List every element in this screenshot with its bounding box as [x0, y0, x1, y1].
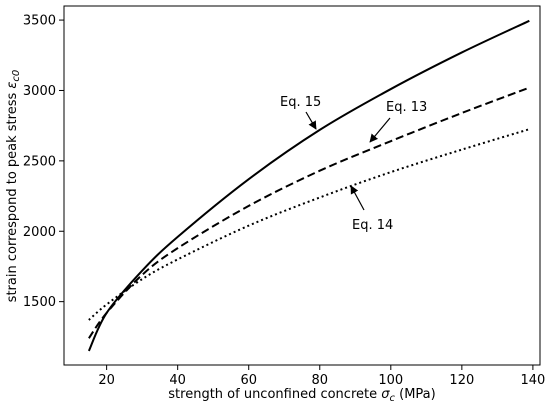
- series-eq-13: [88, 86, 530, 339]
- x-tick-label: 40: [169, 373, 186, 388]
- x-tick-label: 120: [449, 373, 474, 388]
- series-eq-15: [87, 19, 530, 352]
- annotation-arrow: [305, 111, 317, 130]
- x-tick-label: 80: [311, 373, 328, 388]
- y-axis-label: strain correspond to peak stress εc0: [5, 70, 22, 303]
- annotations: Eq. 15 Eq. 13 Eq. 14: [280, 95, 427, 233]
- annotation-eq13-label: Eq. 13: [386, 100, 427, 115]
- y-tick-label: 3500: [23, 14, 56, 29]
- annotation-eq14-label: Eq. 14: [352, 218, 393, 233]
- y-tick-label: 2000: [23, 225, 56, 240]
- x-tick-label: 20: [98, 373, 115, 388]
- annotation-arrow: [369, 117, 391, 143]
- x-axis-label: strength of unconfined concrete σc (MPa): [168, 387, 435, 404]
- annotation-eq15-label: Eq. 15: [280, 95, 321, 110]
- y-tick-label: 3000: [23, 84, 56, 99]
- x-tick-label: 60: [240, 373, 257, 388]
- series-lines: [87, 19, 530, 352]
- annotation-arrow: [350, 185, 365, 211]
- y-tick-label: 2500: [23, 154, 56, 169]
- plot-frame: [63, 5, 541, 366]
- axis-ticks: 20 40 60 80 100 120 140 1500 2000 2500 3000 3500: [23, 14, 545, 388]
- y-tick-label: 1500: [23, 295, 56, 310]
- x-tick-label: 140: [520, 373, 545, 388]
- series-eq-14: [88, 128, 530, 321]
- x-tick-label: 100: [378, 373, 403, 388]
